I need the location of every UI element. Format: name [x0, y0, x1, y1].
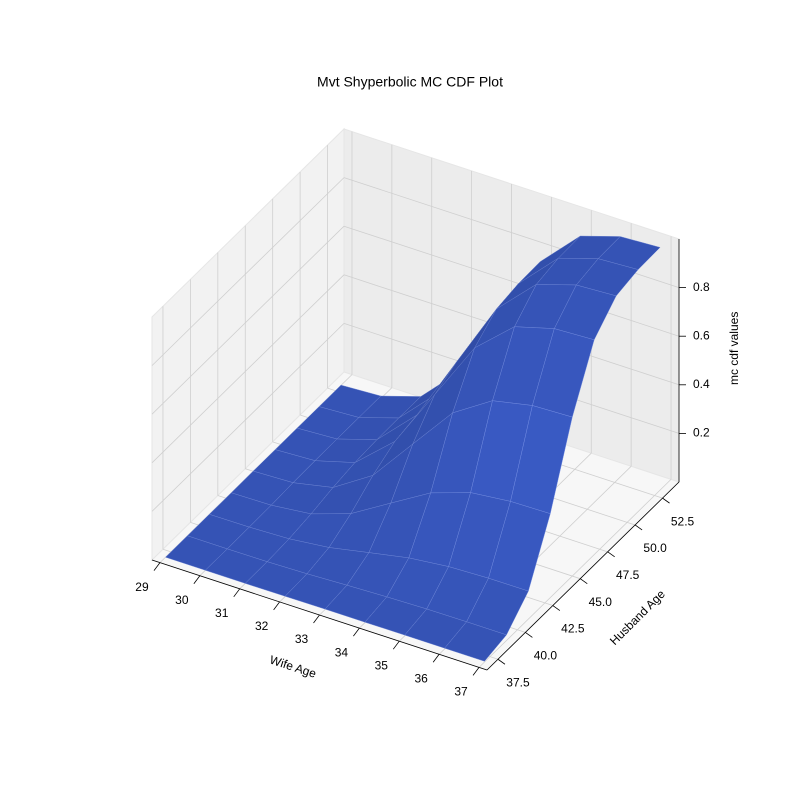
y-tick — [497, 658, 506, 665]
y-tick-label: 50.0 — [643, 541, 667, 555]
x-tick — [193, 575, 201, 584]
x-axis-label: Wife Age — [268, 653, 318, 681]
z-tick-label: 0.4 — [693, 377, 710, 391]
x-tick — [353, 627, 360, 637]
x-tick — [153, 562, 161, 571]
axis-line — [151, 559, 488, 671]
y-tick-label: 47.5 — [616, 568, 640, 582]
y-tick — [525, 632, 533, 638]
grid-line — [151, 274, 345, 464]
x-tick — [392, 640, 400, 650]
x-tick-label: 36 — [414, 671, 428, 685]
grid-line — [151, 225, 345, 415]
z-tick-label: 0.8 — [693, 280, 710, 294]
y-tick — [607, 551, 615, 558]
x-tick — [233, 588, 241, 598]
x-tick — [432, 654, 440, 663]
y-tick-label: 52.5 — [671, 514, 695, 528]
x-tick-label: 30 — [175, 593, 189, 607]
chart-title: Mvt Shyperbolic MC CDF Plot — [317, 74, 503, 90]
x-tick-label: 31 — [215, 606, 229, 620]
y-tick-label: 37.5 — [506, 675, 530, 689]
x-tick-label: 35 — [375, 658, 389, 672]
grid-line — [343, 225, 680, 337]
x-tick-label: 32 — [255, 619, 269, 633]
y-tick — [580, 578, 588, 585]
y-tick-label: 42.5 — [561, 622, 585, 636]
x-tick-label: 34 — [335, 645, 349, 659]
grid-line — [478, 479, 672, 668]
surface-patch — [444, 621, 507, 662]
x-tick — [273, 601, 280, 611]
z-axis-label: mc cdf values — [727, 312, 741, 385]
y-tick — [662, 497, 670, 504]
y-tick-label: 40.0 — [534, 649, 558, 663]
grid-line — [151, 323, 345, 512]
y-tick — [552, 605, 561, 611]
x-tick — [472, 667, 480, 676]
y-tick-label: 45.0 — [589, 595, 613, 609]
z-tick-label: 0.2 — [693, 426, 710, 440]
x-tick-label: 29 — [135, 580, 149, 594]
z-tick-label: 0.6 — [693, 328, 710, 342]
x-tick-label: 33 — [295, 632, 309, 646]
y-axis-label: Husband Age — [607, 587, 668, 648]
x-tick-label: 37 — [454, 685, 468, 699]
y-tick — [634, 524, 643, 531]
axis-line — [486, 481, 680, 671]
x-tick — [313, 614, 320, 624]
grid-line — [151, 177, 345, 366]
